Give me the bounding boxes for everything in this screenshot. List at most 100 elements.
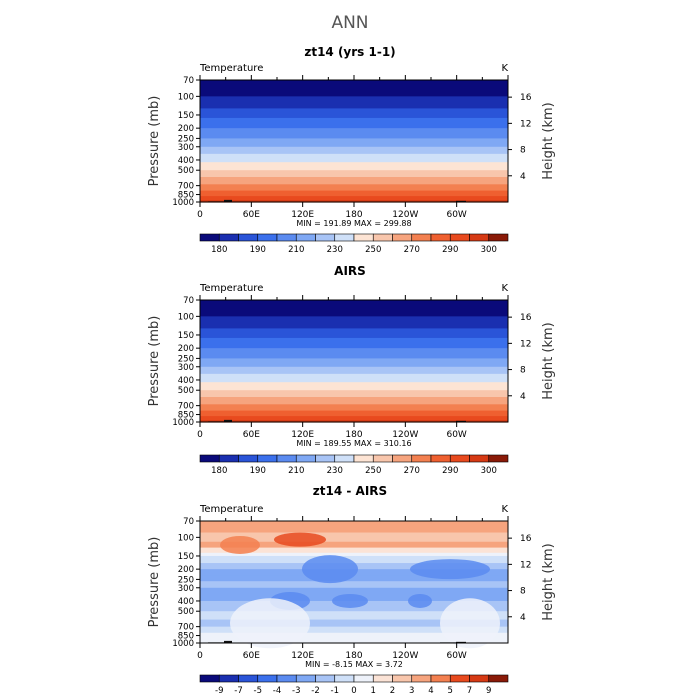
contour-band xyxy=(200,162,508,171)
contour-band xyxy=(200,337,508,349)
height-tick-label: 16 xyxy=(520,93,532,103)
chart-title: zt14 - AIRS xyxy=(313,484,387,498)
colorbar-box xyxy=(353,674,374,683)
colorbar-tick-label: 290 xyxy=(442,245,458,255)
contour-blob xyxy=(220,535,260,554)
y-tick-label: 700 xyxy=(178,182,194,192)
colorbar-box xyxy=(488,233,509,242)
colorbar-tick-label: 230 xyxy=(327,466,343,476)
x-tick-label: 60W xyxy=(446,651,466,661)
y-tick-label: 1000 xyxy=(172,198,194,208)
y-tick-label: 250 xyxy=(178,134,194,144)
contour-band xyxy=(200,420,508,423)
colorbar-box xyxy=(276,233,297,242)
y-tick-label: 70 xyxy=(183,76,194,86)
y-tick-label: 100 xyxy=(178,533,194,543)
y-tick-label: 500 xyxy=(178,607,194,617)
terrain-mask xyxy=(224,199,232,202)
terrain-mask xyxy=(456,200,466,202)
colorbar-tick-label: 210 xyxy=(288,466,304,476)
terrain-mask xyxy=(456,641,466,643)
colorbar-tick-label: -5 xyxy=(254,686,262,696)
right-axis-label: Height (km) xyxy=(541,322,556,399)
contour-band xyxy=(200,117,508,129)
colorbar-box xyxy=(276,674,297,683)
contour-blob xyxy=(274,532,326,547)
units-label: K xyxy=(501,504,508,515)
y-tick-label: 300 xyxy=(178,363,194,373)
y-tick-label: 400 xyxy=(178,597,194,607)
y-tick-label: 200 xyxy=(178,565,194,575)
variable-label: Temperature xyxy=(199,63,263,74)
height-tick-label: 12 xyxy=(520,560,531,570)
colorbar-tick-label: -9 xyxy=(215,686,223,696)
y-tick-label: 850 xyxy=(178,191,194,201)
colorbar-box xyxy=(238,674,259,683)
contour-band xyxy=(200,397,508,405)
contour-band xyxy=(200,521,508,534)
y-tick-label: 400 xyxy=(178,376,194,386)
contour-blob xyxy=(410,559,490,580)
contour-band xyxy=(200,146,508,155)
colorbar-box xyxy=(257,454,278,463)
colorbar-box xyxy=(449,674,470,683)
colorbar-tick-label: 270 xyxy=(404,466,420,476)
contour-blob xyxy=(332,593,368,608)
colorbar-tick-label: -3 xyxy=(292,686,300,696)
colorbar-tick-label: 190 xyxy=(250,466,266,476)
colorbar-tick-label: 250 xyxy=(365,466,381,476)
height-tick-label: 4 xyxy=(520,392,526,402)
height-tick-label: 8 xyxy=(520,146,526,156)
y-tick-label: 250 xyxy=(178,354,194,364)
y-tick-label: 700 xyxy=(178,623,194,633)
y-tick-label: 300 xyxy=(178,143,194,153)
colorbar-tick-label: 4 xyxy=(428,686,433,696)
colorbar-tick-label: 180 xyxy=(211,466,227,476)
contour-band xyxy=(200,541,508,549)
colorbar-tick-label: 300 xyxy=(481,245,497,255)
colorbar-box xyxy=(295,454,316,463)
contour-band xyxy=(200,108,508,119)
contour-band xyxy=(200,190,508,197)
colorbar-box xyxy=(449,454,470,463)
units-label: K xyxy=(501,283,508,294)
terrain-mask xyxy=(224,640,232,643)
colorbar-box xyxy=(488,454,509,463)
contour-blob xyxy=(230,598,310,649)
colorbar-tick-label: -7 xyxy=(234,686,242,696)
y-tick-label: 150 xyxy=(178,111,194,121)
terrain-mask xyxy=(456,420,466,422)
colorbar-box xyxy=(218,233,239,242)
y-tick-label: 150 xyxy=(178,331,194,341)
y-tick-label: 700 xyxy=(178,402,194,412)
colorbar-box xyxy=(392,674,413,683)
contour-band xyxy=(200,200,508,203)
contour-band xyxy=(200,138,508,148)
y-tick-label: 1000 xyxy=(172,418,194,428)
x-tick-label: 180 xyxy=(345,430,362,440)
height-tick-label: 12 xyxy=(520,339,531,349)
contour-band xyxy=(200,96,508,109)
colorbar-box xyxy=(218,674,239,683)
y-tick-label: 1000 xyxy=(172,639,194,649)
colorbar-box xyxy=(276,454,297,463)
contour-blob xyxy=(440,598,500,649)
colorbar-box xyxy=(411,674,432,683)
colorbar-tick-label: 230 xyxy=(327,245,343,255)
colorbar-box xyxy=(372,233,393,242)
colorbar-box xyxy=(353,454,374,463)
colorbar-tick-label: 2 xyxy=(390,686,395,696)
contour-band xyxy=(200,358,508,368)
y-axis-label: Pressure (mb) xyxy=(147,316,162,407)
y-tick-label: 250 xyxy=(178,575,194,585)
colorbar-box xyxy=(411,454,432,463)
colorbar-box xyxy=(430,233,451,242)
contour-band xyxy=(200,316,508,329)
x-tick-label: 0 xyxy=(197,651,203,661)
contour-band xyxy=(200,619,508,628)
colorbar-box xyxy=(295,674,316,683)
contour-band xyxy=(200,555,508,564)
y-tick-label: 300 xyxy=(178,584,194,594)
